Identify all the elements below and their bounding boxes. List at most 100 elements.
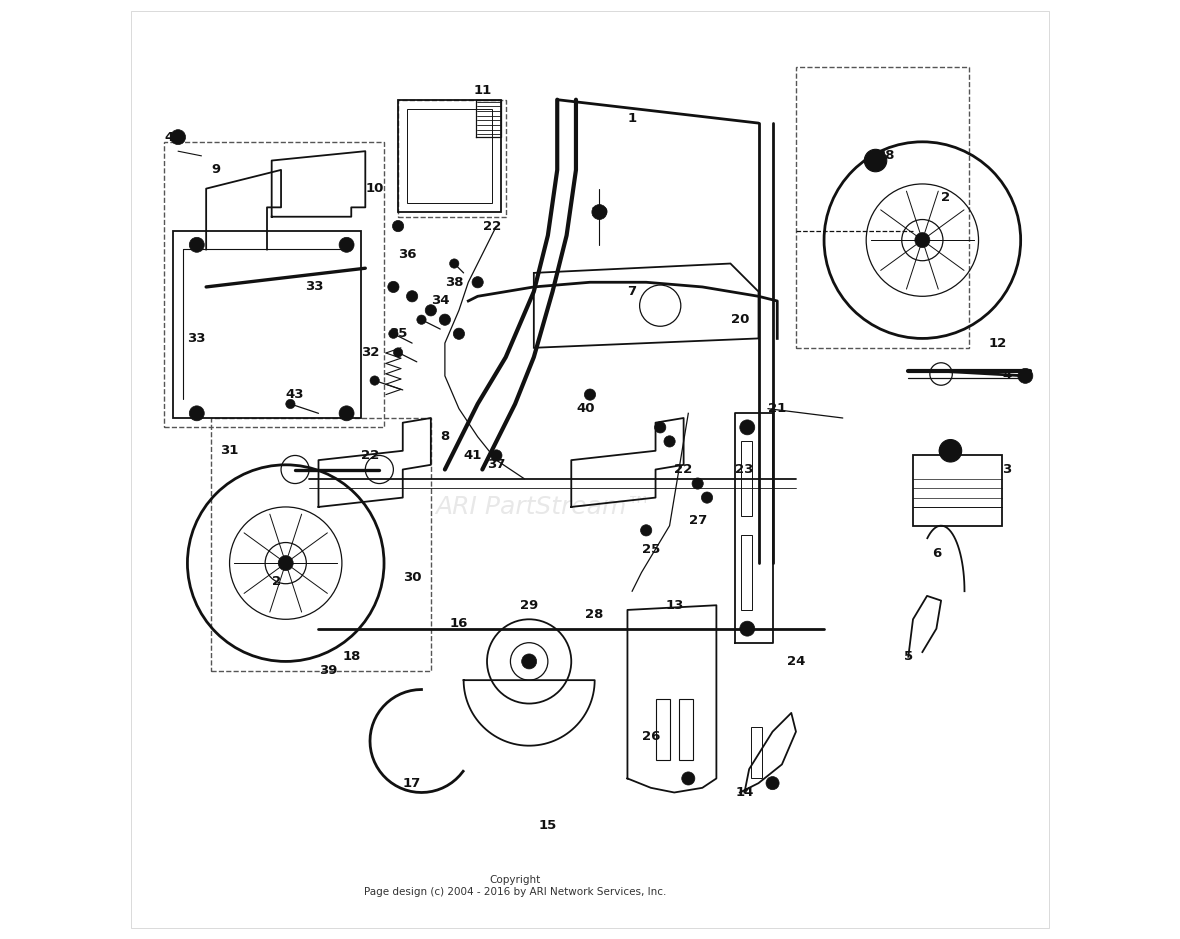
Circle shape [691, 478, 703, 489]
Text: 36: 36 [398, 248, 417, 261]
Text: 29: 29 [520, 599, 538, 611]
Text: 7: 7 [628, 285, 637, 298]
Circle shape [388, 282, 399, 293]
Bar [741, 535, 752, 610]
Circle shape [864, 149, 887, 172]
Text: 33: 33 [188, 331, 206, 345]
Circle shape [491, 450, 502, 461]
Circle shape [740, 622, 755, 636]
Bar [678, 699, 693, 760]
Text: 13: 13 [666, 599, 683, 611]
Text: 16: 16 [450, 618, 468, 630]
Text: 12: 12 [988, 336, 1007, 349]
Circle shape [522, 654, 537, 669]
Text: 18: 18 [342, 650, 360, 663]
Circle shape [171, 130, 185, 145]
Text: ARI PartStream™: ARI PartStream™ [435, 495, 651, 519]
Circle shape [371, 376, 379, 385]
Text: 38: 38 [445, 276, 464, 289]
Circle shape [584, 389, 596, 400]
Text: 35: 35 [389, 328, 407, 340]
Circle shape [682, 772, 695, 785]
Bar [173, 231, 361, 418]
Text: 6: 6 [932, 547, 940, 561]
Circle shape [701, 492, 713, 503]
Text: 19: 19 [590, 206, 609, 219]
Circle shape [189, 406, 204, 421]
Bar [407, 109, 492, 203]
Text: 32: 32 [361, 346, 379, 359]
Circle shape [664, 436, 675, 447]
Text: 5: 5 [904, 650, 913, 663]
Circle shape [453, 328, 465, 339]
Bar [750, 727, 762, 778]
Text: 42: 42 [164, 131, 183, 144]
Text: 22: 22 [483, 220, 500, 233]
Bar [398, 100, 502, 212]
Text: 37: 37 [487, 458, 505, 471]
Text: 2: 2 [271, 576, 281, 589]
Circle shape [393, 347, 402, 357]
Text: 3: 3 [1002, 463, 1011, 476]
Circle shape [472, 277, 484, 288]
Circle shape [339, 406, 354, 421]
Text: 43: 43 [286, 388, 304, 401]
Text: 10: 10 [366, 182, 384, 195]
Text: 24: 24 [787, 654, 805, 668]
Circle shape [641, 525, 651, 536]
Bar [398, 100, 506, 217]
Circle shape [425, 305, 437, 316]
Circle shape [939, 439, 962, 462]
Text: 40: 40 [576, 402, 595, 415]
Text: 17: 17 [404, 777, 421, 790]
Text: 39: 39 [319, 664, 337, 677]
Text: Copyright
Page design (c) 2004 - 2016 by ARI Network Services, Inc.: Copyright Page design (c) 2004 - 2016 by… [363, 875, 667, 897]
Circle shape [766, 777, 779, 790]
Text: 25: 25 [642, 543, 660, 556]
Text: 26: 26 [642, 730, 660, 743]
Circle shape [1018, 368, 1032, 383]
Circle shape [406, 291, 418, 302]
Bar [796, 67, 969, 347]
Bar [656, 699, 669, 760]
Text: 15: 15 [539, 819, 557, 832]
Circle shape [388, 329, 398, 338]
Text: 31: 31 [221, 444, 238, 457]
Text: 30: 30 [402, 571, 421, 584]
Text: 11: 11 [473, 84, 491, 97]
Circle shape [286, 399, 295, 408]
Circle shape [393, 221, 404, 232]
Text: 27: 27 [689, 515, 707, 528]
Circle shape [417, 315, 426, 324]
Text: 20: 20 [730, 314, 749, 326]
Bar [164, 142, 384, 427]
Text: 22: 22 [361, 449, 379, 462]
Text: 28: 28 [585, 608, 604, 621]
Text: 23: 23 [735, 463, 754, 476]
Text: 1: 1 [628, 112, 637, 125]
Bar [741, 441, 752, 516]
Text: 14: 14 [735, 786, 754, 799]
Text: 4: 4 [1002, 369, 1011, 382]
Circle shape [189, 238, 204, 253]
Circle shape [450, 259, 459, 269]
Circle shape [278, 556, 293, 571]
Circle shape [339, 238, 354, 253]
Bar [913, 455, 1002, 526]
Text: 22: 22 [675, 463, 693, 476]
Circle shape [914, 233, 930, 248]
Text: 41: 41 [464, 449, 483, 462]
Text: 33: 33 [304, 281, 323, 293]
Circle shape [439, 314, 451, 325]
Text: 38: 38 [876, 149, 894, 162]
Text: 21: 21 [768, 402, 786, 415]
Text: 2: 2 [942, 192, 950, 205]
Circle shape [592, 205, 607, 220]
Text: 9: 9 [211, 163, 221, 177]
Text: 34: 34 [431, 295, 450, 307]
Circle shape [655, 422, 666, 433]
Circle shape [740, 420, 755, 435]
Bar [211, 418, 431, 670]
Text: 8: 8 [440, 430, 450, 443]
Circle shape [939, 444, 952, 457]
